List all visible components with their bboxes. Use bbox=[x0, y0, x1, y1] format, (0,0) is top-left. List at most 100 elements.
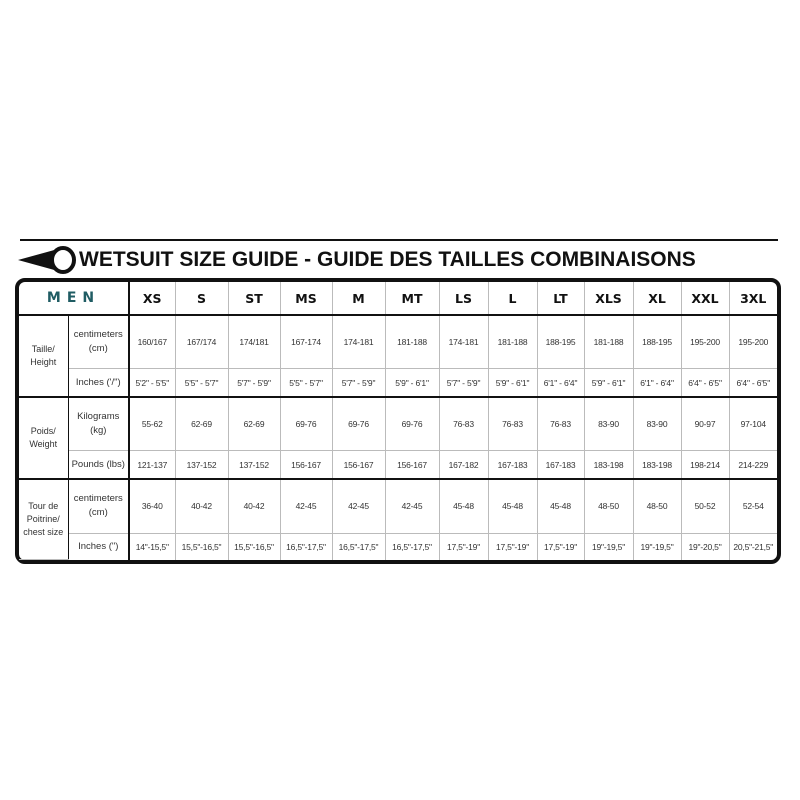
value-cell: 5'9" - 6'1" bbox=[487, 368, 538, 398]
value-cell: 5'9" - 6'1" bbox=[583, 368, 634, 398]
size-header-row: MEN XS S ST MS M MT LS L LT XLS XL XXL 3XL bbox=[19, 282, 777, 316]
size-header-m: M bbox=[331, 282, 386, 316]
value-cell: 174/181 bbox=[227, 314, 281, 370]
value-cell: 62-69 bbox=[227, 396, 281, 452]
unit-label: Inches (") bbox=[68, 532, 130, 560]
table-row: Inches ('/") 5'2" - 5'5" 5'5" - 5'7" 5'7" -… bbox=[19, 368, 777, 398]
value-cell: 76-83 bbox=[487, 396, 538, 452]
value-cell: 6'4" - 6'5" bbox=[728, 368, 777, 398]
group-label: Tour de Poitrine/ chest size bbox=[19, 478, 69, 561]
value-cell: 15,5"-16,5" bbox=[227, 532, 281, 560]
value-cell: 121-137 bbox=[128, 450, 176, 480]
value-cell: 16,5"-17,5" bbox=[279, 532, 333, 560]
value-cell: 160/167 bbox=[128, 314, 176, 370]
value-cell: 40-42 bbox=[174, 478, 229, 534]
brand-arrow-logo bbox=[18, 246, 76, 274]
value-cell: 19"-20,5" bbox=[680, 532, 730, 560]
value-cell: 19"-19,5" bbox=[583, 532, 634, 560]
value-cell: 167/174 bbox=[174, 314, 229, 370]
value-cell: 83-90 bbox=[632, 396, 682, 452]
size-header-ls: LS bbox=[438, 282, 489, 316]
value-cell: 83-90 bbox=[583, 396, 634, 452]
value-cell: 42-45 bbox=[384, 478, 440, 534]
value-cell: 52-54 bbox=[728, 478, 777, 534]
value-cell: 14"-15,5" bbox=[128, 532, 176, 560]
value-cell: 76-83 bbox=[536, 396, 585, 452]
value-cell: 137-152 bbox=[174, 450, 229, 480]
value-cell: 6'1" - 6'4" bbox=[632, 368, 682, 398]
value-cell: 195-200 bbox=[728, 314, 777, 370]
value-cell: 183-198 bbox=[632, 450, 682, 480]
value-cell: 76-83 bbox=[438, 396, 489, 452]
value-cell: 42-45 bbox=[279, 478, 333, 534]
value-cell: 17,5"-19" bbox=[536, 532, 585, 560]
value-cell: 19"-19,5" bbox=[632, 532, 682, 560]
unit-label: Inches ('/") bbox=[68, 368, 130, 398]
value-cell: 50-52 bbox=[680, 478, 730, 534]
unit-label: centimeters (cm) bbox=[67, 314, 130, 370]
table-row: Tour de Poitrine/ chest size centimeters … bbox=[19, 478, 777, 561]
group-label: Poids/ Weight bbox=[19, 396, 69, 480]
value-cell: 40-42 bbox=[227, 478, 281, 534]
value-cell: 5'2" - 5'5" bbox=[128, 368, 176, 398]
value-cell: 214-229 bbox=[728, 450, 777, 480]
unit-label: Kilograms (kg) bbox=[67, 396, 130, 452]
value-cell: 156-167 bbox=[331, 450, 386, 480]
value-cell: 198-214 bbox=[680, 450, 730, 480]
unit-label: centimeters (cm) bbox=[67, 478, 130, 534]
value-cell: 188-195 bbox=[632, 314, 682, 370]
size-header-l: L bbox=[487, 282, 538, 316]
value-cell: 62-69 bbox=[174, 396, 229, 452]
value-cell: 45-48 bbox=[536, 478, 585, 534]
size-header-xls: XLS bbox=[583, 282, 634, 316]
unit-label: Pounds (lbs) bbox=[68, 450, 130, 480]
value-cell: 55-62 bbox=[128, 396, 176, 452]
size-header-st: ST bbox=[227, 282, 281, 316]
size-header-xxl: XXL bbox=[680, 282, 730, 316]
value-cell: 16,5"-17,5" bbox=[384, 532, 440, 560]
size-header-mt: MT bbox=[384, 282, 440, 316]
value-cell: 6'1" - 6'4" bbox=[536, 368, 585, 398]
value-cell: 45-48 bbox=[487, 478, 538, 534]
value-cell: 181-188 bbox=[384, 314, 440, 370]
value-cell: 45-48 bbox=[438, 478, 489, 534]
size-chart-frame: MEN XS S ST MS M MT LS L LT XLS XL XXL 3XL Taille/ H… bbox=[15, 278, 781, 564]
corner-label: MEN bbox=[19, 282, 130, 316]
value-cell: 174-181 bbox=[438, 314, 489, 370]
size-header-ms: MS bbox=[279, 282, 333, 316]
value-cell: 69-76 bbox=[279, 396, 333, 452]
value-cell: 90-97 bbox=[680, 396, 730, 452]
value-cell: 156-167 bbox=[279, 450, 333, 480]
value-cell: 42-45 bbox=[331, 478, 386, 534]
value-cell: 5'5" - 5'7" bbox=[174, 368, 229, 398]
size-header-3xl: 3XL bbox=[728, 282, 777, 316]
value-cell: 167-183 bbox=[536, 450, 585, 480]
value-cell: 195-200 bbox=[680, 314, 730, 370]
value-cell: 174-181 bbox=[331, 314, 386, 370]
size-header-xs: XS bbox=[128, 282, 176, 316]
value-cell: 167-183 bbox=[487, 450, 538, 480]
table-row: Inches (") 14"-15,5" 15,5"-16,5" 15,5"-16,5… bbox=[19, 532, 777, 560]
value-cell: 20,5"-21,5" bbox=[728, 532, 777, 560]
size-header-s: S bbox=[174, 282, 229, 316]
value-cell: 48-50 bbox=[632, 478, 682, 534]
value-cell: 69-76 bbox=[384, 396, 440, 452]
table-row: Pounds (lbs) 121-137 137-152 137-152 156-167… bbox=[19, 450, 777, 480]
value-cell: 137-152 bbox=[227, 450, 281, 480]
size-chart-table: MEN XS S ST MS M MT LS L LT XLS XL XXL 3XL Taille/ H… bbox=[19, 282, 777, 561]
value-cell: 15,5"-16,5" bbox=[174, 532, 229, 560]
value-cell: 69-76 bbox=[331, 396, 386, 452]
value-cell: 183-198 bbox=[583, 450, 634, 480]
value-cell: 167-174 bbox=[279, 314, 333, 370]
value-cell: 17,5"-19" bbox=[487, 532, 538, 560]
value-cell: 17,5"-19" bbox=[438, 532, 489, 560]
table-row: Taille/ Height centimeters (cm) 160/167 167… bbox=[19, 314, 777, 398]
value-cell: 6'4" - 6'5" bbox=[680, 368, 730, 398]
value-cell: 188-195 bbox=[536, 314, 585, 370]
value-cell: 5'7" - 5'9" bbox=[331, 368, 386, 398]
value-cell: 5'7" - 5'9" bbox=[227, 368, 281, 398]
size-header-lt: LT bbox=[536, 282, 585, 316]
value-cell: 167-182 bbox=[438, 450, 489, 480]
value-cell: 36-40 bbox=[128, 478, 176, 534]
title-rule bbox=[20, 239, 778, 241]
